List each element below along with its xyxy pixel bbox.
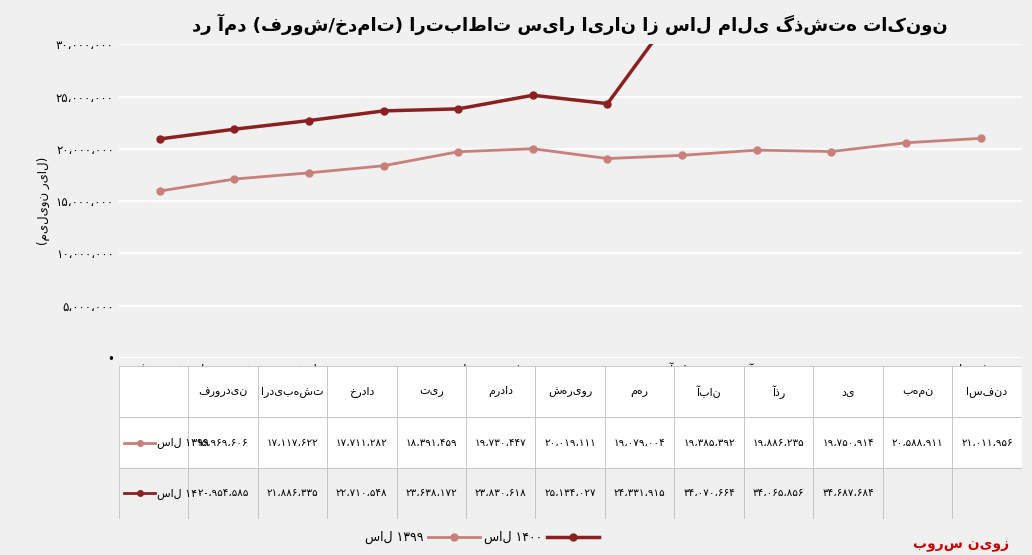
Bar <box>813 417 882 468</box>
Bar <box>744 366 813 417</box>
Bar <box>536 366 605 417</box>
Text: ۲۰،۵۸۸،۹۱۱: ۲۰،۵۸۸،۹۱۱ <box>892 437 943 448</box>
Text: ۱۹،۷۳۰،۴۴۷: ۱۹،۷۳۰،۴۴۷ <box>475 437 526 448</box>
Text: ۲۱،۸۸۶،۳۳۵: ۲۱،۸۸۶،۳۳۵ <box>266 488 318 498</box>
Text: ۲۱،۰۱۱،۹۵۶: ۲۱،۰۱۱،۹۵۶ <box>961 437 1012 448</box>
Text: ۲۵،۱۳۴،۰۲۷: ۲۵،۱۳۴،۰۲۷ <box>544 488 596 498</box>
Text: ۱۹،۷۵۰،۹۱۴: ۱۹،۷۵۰،۹۱۴ <box>823 437 874 448</box>
Text: ۲۳،۶۳۸،۱۷۲: ۲۳،۶۳۸،۱۷۲ <box>406 488 457 498</box>
Bar <box>119 468 188 519</box>
Title: در آمد (فروش/خدمات) ارتباطات سیار ایران از سال مالی گذشته تاکنون: در آمد (فروش/خدمات) ارتباطات سیار ایران … <box>192 13 948 35</box>
Text: بورس نیوز: بورس نیوز <box>913 538 1009 552</box>
Bar <box>466 468 536 519</box>
Bar <box>953 366 1022 417</box>
Text: ۳۴،۰۶۵،۸۵۶: ۳۴،۰۶۵،۸۵۶ <box>752 488 804 498</box>
Text: ۱۸،۳۹۱،۴۵۹: ۱۸،۳۹۱،۴۵۹ <box>406 437 457 448</box>
Bar <box>953 417 1022 468</box>
Text: ۱۹،۳۸۵،۳۹۲: ۱۹،۳۸۵،۳۹۲ <box>683 437 735 448</box>
Text: ۱۹،۰۷۹،۰۰۴: ۱۹،۰۷۹،۰۰۴ <box>614 437 666 448</box>
Bar <box>327 468 396 519</box>
Bar <box>674 417 744 468</box>
Bar <box>466 366 536 417</box>
Text: ۳۴،۰۷۰،۶۶۴: ۳۴،۰۷۰،۶۶۴ <box>683 488 735 498</box>
Bar <box>674 366 744 417</box>
Text: دی: دی <box>841 387 854 397</box>
Text: شهریور: شهریور <box>548 387 592 397</box>
Text: آبان: آبان <box>697 385 721 398</box>
Bar <box>813 468 882 519</box>
Bar <box>119 417 188 468</box>
Bar <box>188 468 258 519</box>
Bar <box>188 366 258 417</box>
Text: مرداد: مرداد <box>488 386 513 397</box>
Text: ۱۹،۸۸۶،۲۳۵: ۱۹،۸۸۶،۲۳۵ <box>752 437 804 448</box>
Bar <box>466 417 536 468</box>
Bar <box>744 468 813 519</box>
Text: ۲۳،۸۳۰،۶۱۸: ۲۳،۸۳۰،۶۱۸ <box>475 488 526 498</box>
Text: سال ۱۴۰۰: سال ۱۴۰۰ <box>484 531 542 544</box>
Bar <box>327 366 396 417</box>
Text: تیر: تیر <box>419 387 444 397</box>
Bar <box>813 366 882 417</box>
Text: ۲۰،۰۱۹،۱۱۱: ۲۰،۰۱۹،۱۱۱ <box>544 437 596 448</box>
Bar <box>605 468 674 519</box>
Text: ۱۷،۱۱۷،۶۲۲: ۱۷،۱۱۷،۶۲۲ <box>266 437 318 448</box>
Bar <box>188 417 258 468</box>
Text: ۲۴،۳۳۱،۹۱۵: ۲۴،۳۳۱،۹۱۵ <box>614 488 666 498</box>
Bar <box>258 366 327 417</box>
Bar <box>258 468 327 519</box>
Text: اردیبهشت: اردیبهشت <box>261 386 324 397</box>
Y-axis label: (میلیون ریال): (میلیون ریال) <box>37 157 51 245</box>
Bar <box>605 417 674 468</box>
Bar <box>882 417 953 468</box>
Text: سال ۱۴۰۰: سال ۱۴۰۰ <box>157 488 209 499</box>
Text: سال ۱۳۹۹: سال ۱۳۹۹ <box>364 531 423 544</box>
Bar <box>396 468 466 519</box>
Bar <box>258 417 327 468</box>
Text: آذر: آذر <box>772 385 785 398</box>
Bar <box>674 468 744 519</box>
Text: ۱۵،۹۶۹،۶۰۶: ۱۵،۹۶۹،۶۰۶ <box>197 437 249 448</box>
Text: ۲۰،۹۵۴،۵۸۵: ۲۰،۹۵۴،۵۸۵ <box>197 488 249 498</box>
Text: خرداد: خرداد <box>349 386 375 397</box>
Bar <box>396 417 466 468</box>
Text: سال ۱۳۹۹: سال ۱۳۹۹ <box>157 437 208 448</box>
Bar <box>327 417 396 468</box>
Text: ۱۷،۷۱۱،۲۸۲: ۱۷،۷۱۱،۲۸۲ <box>336 437 388 448</box>
Text: ۲۲،۷۱۰،۵۴۸: ۲۲،۷۱۰،۵۴۸ <box>336 488 388 498</box>
Bar <box>536 468 605 519</box>
Text: اسفند: اسفند <box>966 386 1007 397</box>
Bar <box>953 468 1022 519</box>
Bar <box>605 366 674 417</box>
Bar <box>396 366 466 417</box>
Bar <box>744 417 813 468</box>
Bar <box>882 468 953 519</box>
Text: بهمن: بهمن <box>902 387 933 397</box>
Text: فروردین: فروردین <box>198 387 248 397</box>
Bar <box>536 417 605 468</box>
Text: مهر: مهر <box>631 387 649 397</box>
Bar <box>119 366 188 417</box>
Bar <box>882 366 953 417</box>
Text: ۳۴،۶۸۷،۶۸۴: ۳۴،۶۸۷،۶۸۴ <box>823 488 874 498</box>
